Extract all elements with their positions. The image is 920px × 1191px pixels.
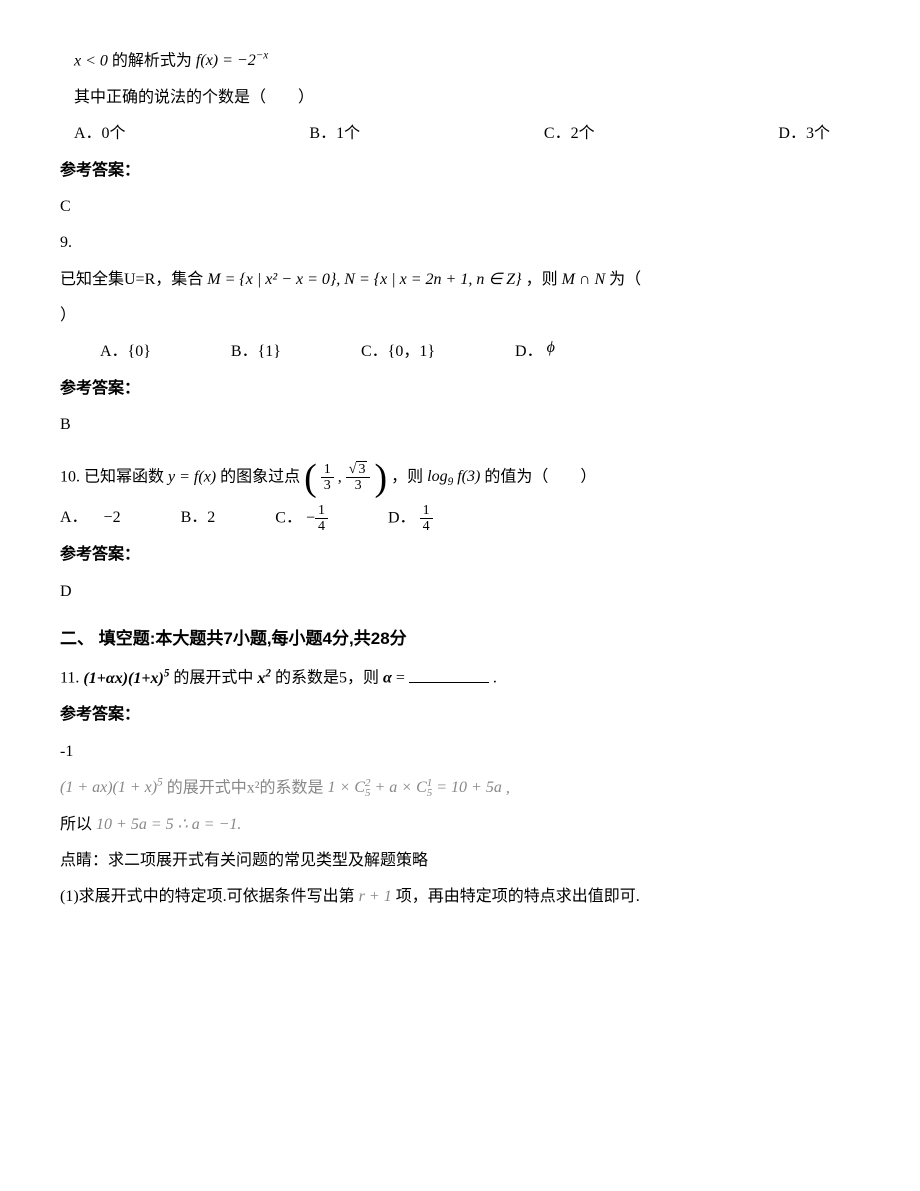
- q11-hint-2: (1)求展开式中的特定项.可依据条件写出第 r + 1 项，再由特定项的特点求出…: [60, 882, 860, 912]
- opt-d: D．3个: [778, 119, 830, 149]
- q11-explain-1: (1 + ax)(1 + x)5 的展开式中x²的系数是 1 × C25 + a…: [60, 773, 860, 804]
- q9-sets: M = {x | x² − x = 0}, N = {x | x = 2n + …: [207, 271, 521, 288]
- answer-label: 参考答案：: [60, 374, 860, 404]
- condition: x < 0: [74, 52, 108, 69]
- opt-b: B．{1}: [231, 337, 281, 367]
- opt-d: D． ϕ: [515, 337, 555, 367]
- opt-c: C．2个: [544, 119, 595, 149]
- q11-statement: 11. (1+αx)(1+x)5 的展开式中 x2 的系数是5，则 α = .: [60, 663, 860, 694]
- answer-label: 参考答案：: [60, 156, 860, 186]
- expr: f(x) = −2−x: [196, 52, 268, 69]
- q10-statement: 10. 已知幂函数 y = f(x) 的图象过点 ( 13 , 33 ) ，则 …: [60, 459, 860, 497]
- opt-a: A．{0}: [100, 337, 151, 367]
- q9-close: ）: [60, 301, 860, 331]
- q10-log: log9 f(3): [427, 468, 484, 485]
- q8-statement: 其中正确的说法的个数是（ ）: [74, 83, 860, 113]
- q8-options: A．0个 B．1个 C．2个 D．3个: [74, 119, 860, 149]
- q11-hint-1: 点睛：求二项展开式有关问题的常见类型及解题策略: [60, 846, 860, 876]
- q9-answer: B: [60, 410, 860, 440]
- phi-icon: ϕ: [547, 339, 555, 356]
- opt-a: A． −2: [60, 503, 121, 535]
- q11-answer: -1: [60, 737, 860, 767]
- opt-a: A．0个: [74, 119, 126, 149]
- q11-explain-2: 所以 10 + 5a = 5 ∴ a = −1.: [60, 810, 860, 840]
- text: 的解析式为: [112, 52, 192, 69]
- q9-options: A．{0} B．{1} C．{0，1} D． ϕ: [100, 337, 860, 367]
- answer-label: 参考答案：: [60, 700, 860, 730]
- opt-b: B．2: [181, 503, 216, 535]
- fill-blank: [409, 666, 489, 683]
- opt-c: C． −14: [275, 503, 328, 535]
- q9-num: 9.: [60, 228, 860, 258]
- q9-statement: 已知全集U=R，集合 M = {x | x² − x = 0}, N = {x …: [60, 265, 860, 295]
- q10-answer: D: [60, 577, 860, 607]
- q10-options: A． −2 B．2 C． −14 D． 14: [60, 503, 860, 535]
- fragment-line: x < 0 的解析式为 f(x) = −2−x: [74, 46, 860, 77]
- opt-d: D． 14: [388, 503, 433, 535]
- section-2-heading: 二、 填空题:本大题共7小题,每小题4分,共28分: [60, 623, 860, 655]
- opt-b: B．1个: [309, 119, 360, 149]
- point-paren: ( 13 , 33 ): [304, 459, 387, 497]
- answer-label: 参考答案：: [60, 540, 860, 570]
- q9-mn: M ∩ N: [562, 271, 606, 288]
- coef-expr: 1 × C25 + a × C15 = 10 + 5a: [328, 779, 506, 796]
- opt-c: C．{0，1}: [361, 337, 435, 367]
- q8-answer: C: [60, 192, 860, 222]
